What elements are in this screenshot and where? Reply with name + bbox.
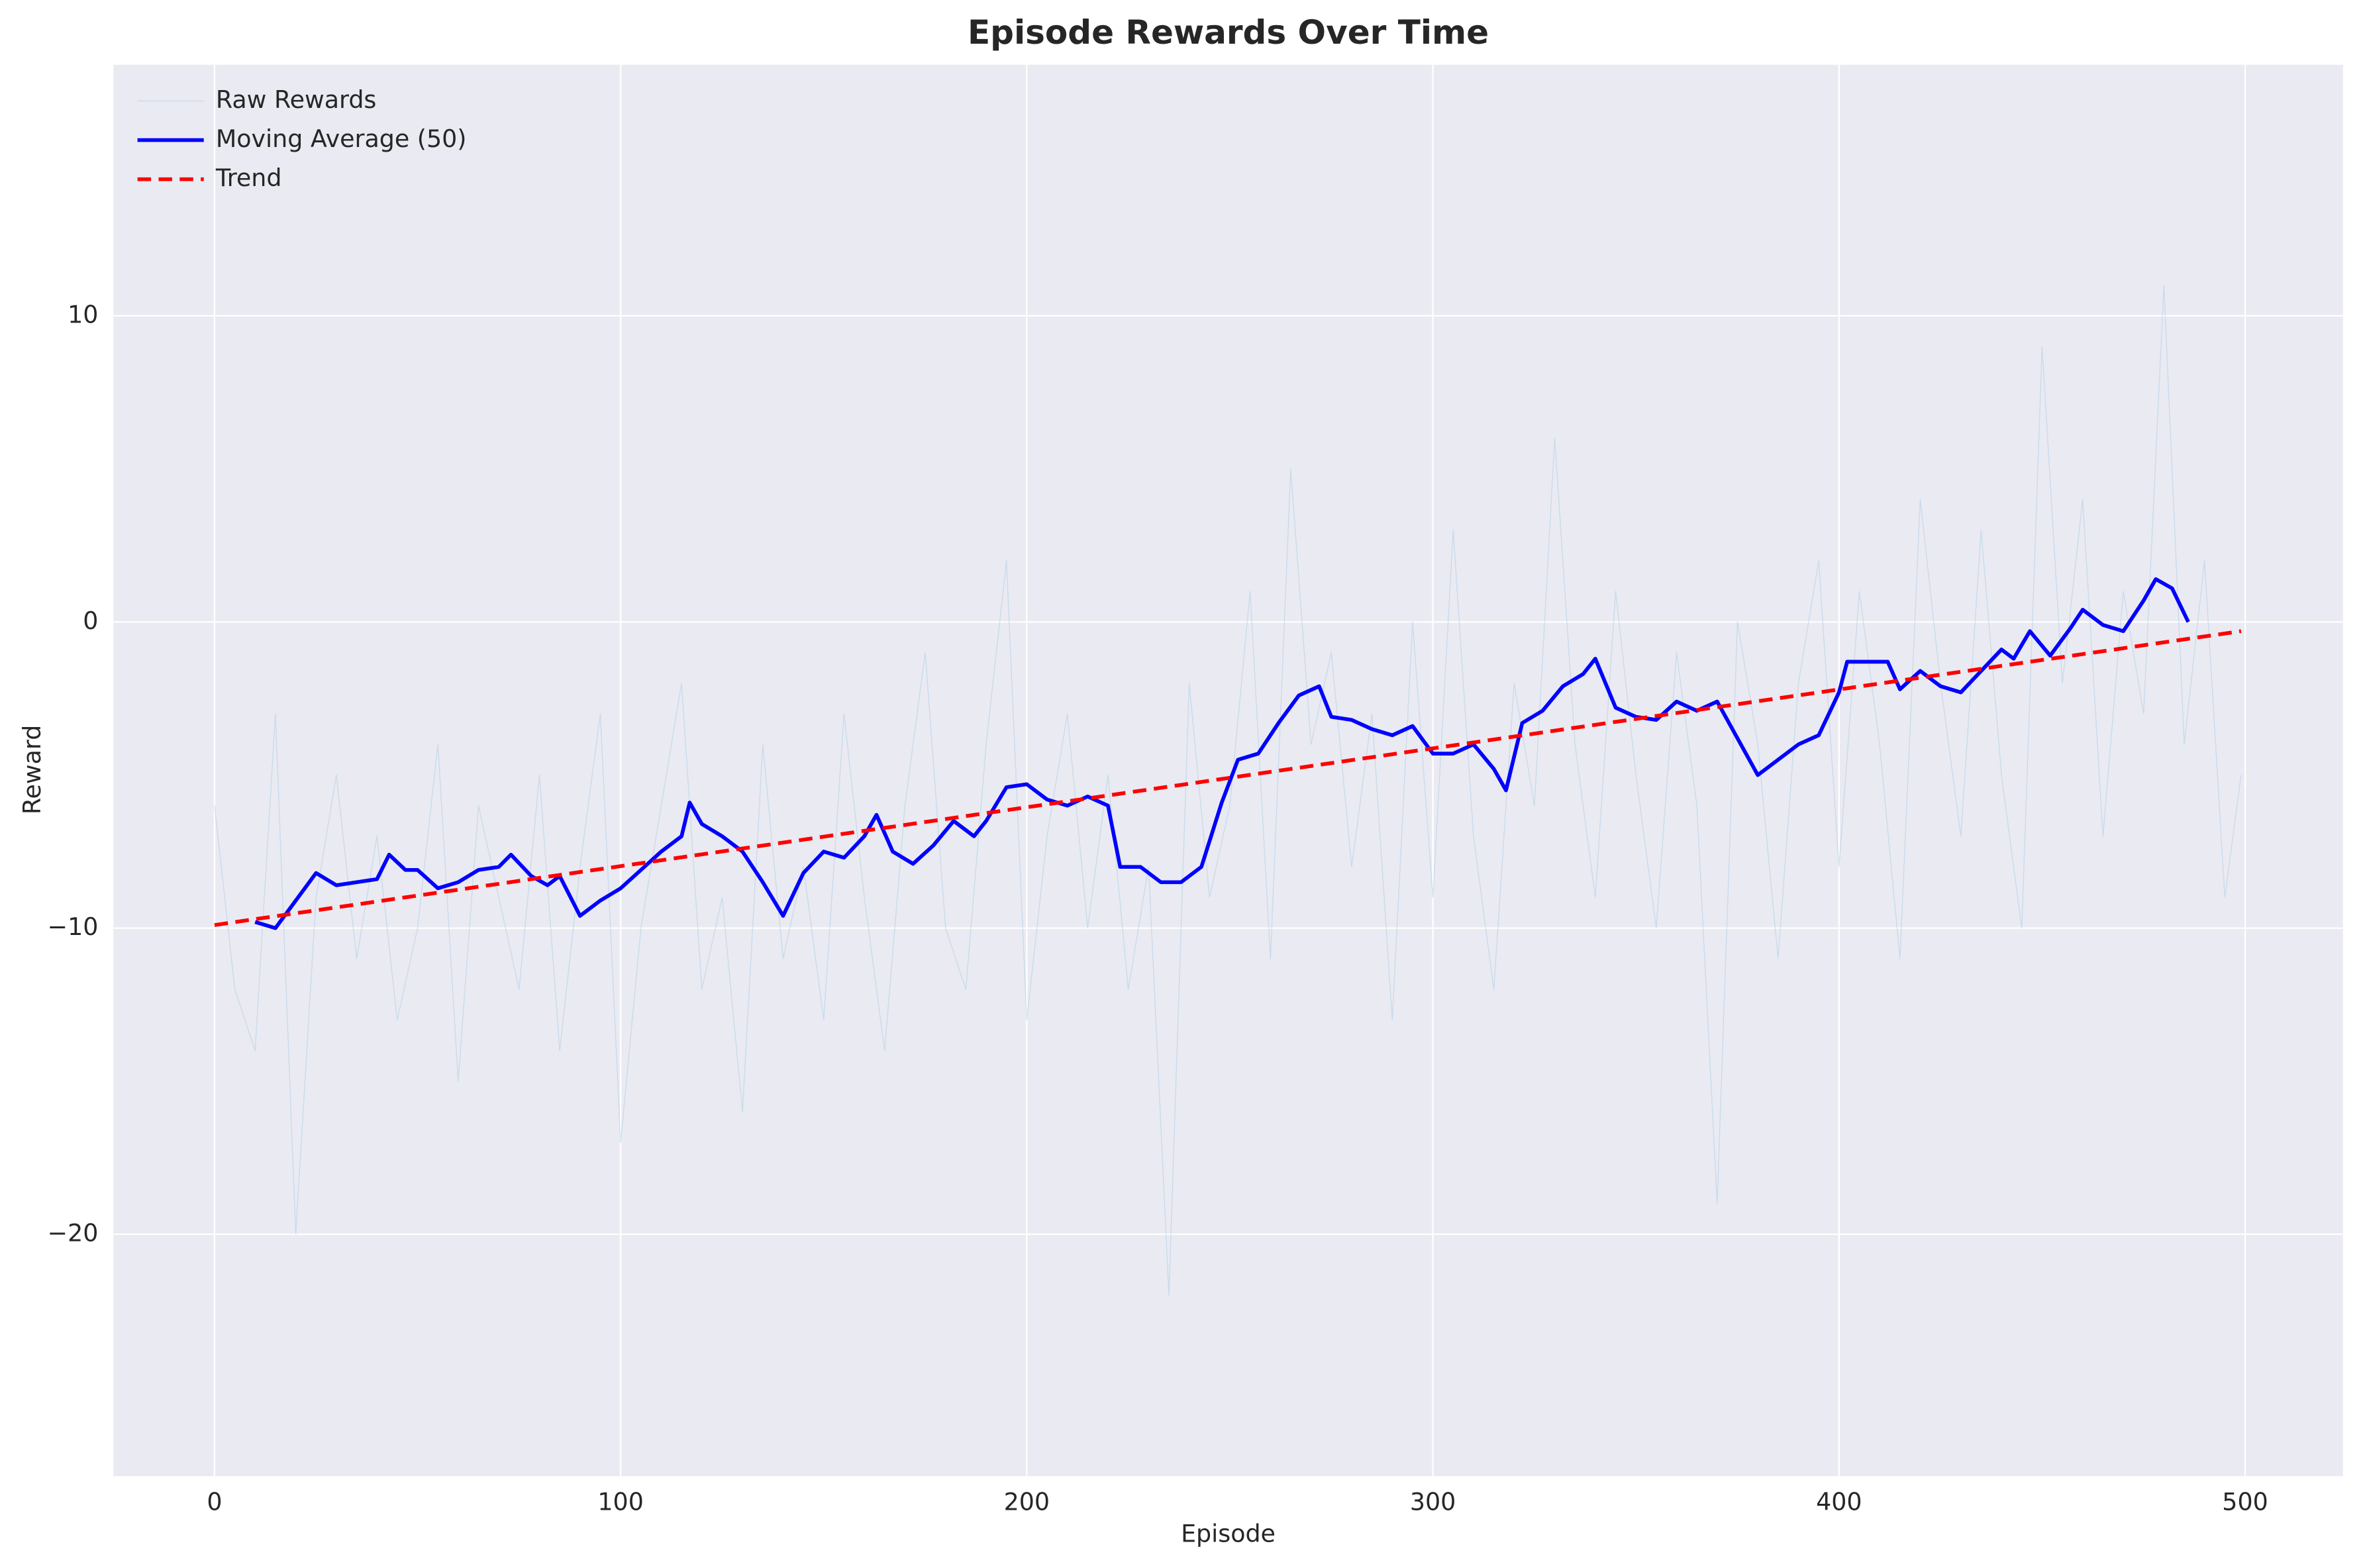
series-line: [254, 577, 2190, 930]
plot-area: [113, 64, 2343, 1477]
x-tick-label: 400: [1816, 1488, 1862, 1516]
legend-label: Trend: [215, 164, 282, 192]
legend-label: Moving Average (50): [216, 124, 467, 153]
chart-title: Episode Rewards Over Time: [968, 13, 1489, 52]
x-axis-label: Episode: [1181, 1519, 1276, 1547]
x-tick-label: 100: [597, 1488, 643, 1516]
series-line: [214, 629, 2242, 927]
y-tick-label: 10: [68, 300, 98, 328]
series-line: [214, 285, 2242, 1297]
y-tick-label: −10: [48, 912, 99, 941]
legend-label: Raw Rewards: [216, 85, 376, 114]
y-tick-label: 0: [83, 607, 98, 635]
x-tick-label: 500: [2222, 1488, 2268, 1516]
y-tick-label: −20: [48, 1218, 99, 1247]
x-tick-label: 0: [207, 1488, 222, 1516]
x-tick-label: 200: [1004, 1488, 1050, 1516]
y-axis-label: Reward: [18, 725, 46, 814]
x-tick-label: 300: [1410, 1488, 1456, 1516]
